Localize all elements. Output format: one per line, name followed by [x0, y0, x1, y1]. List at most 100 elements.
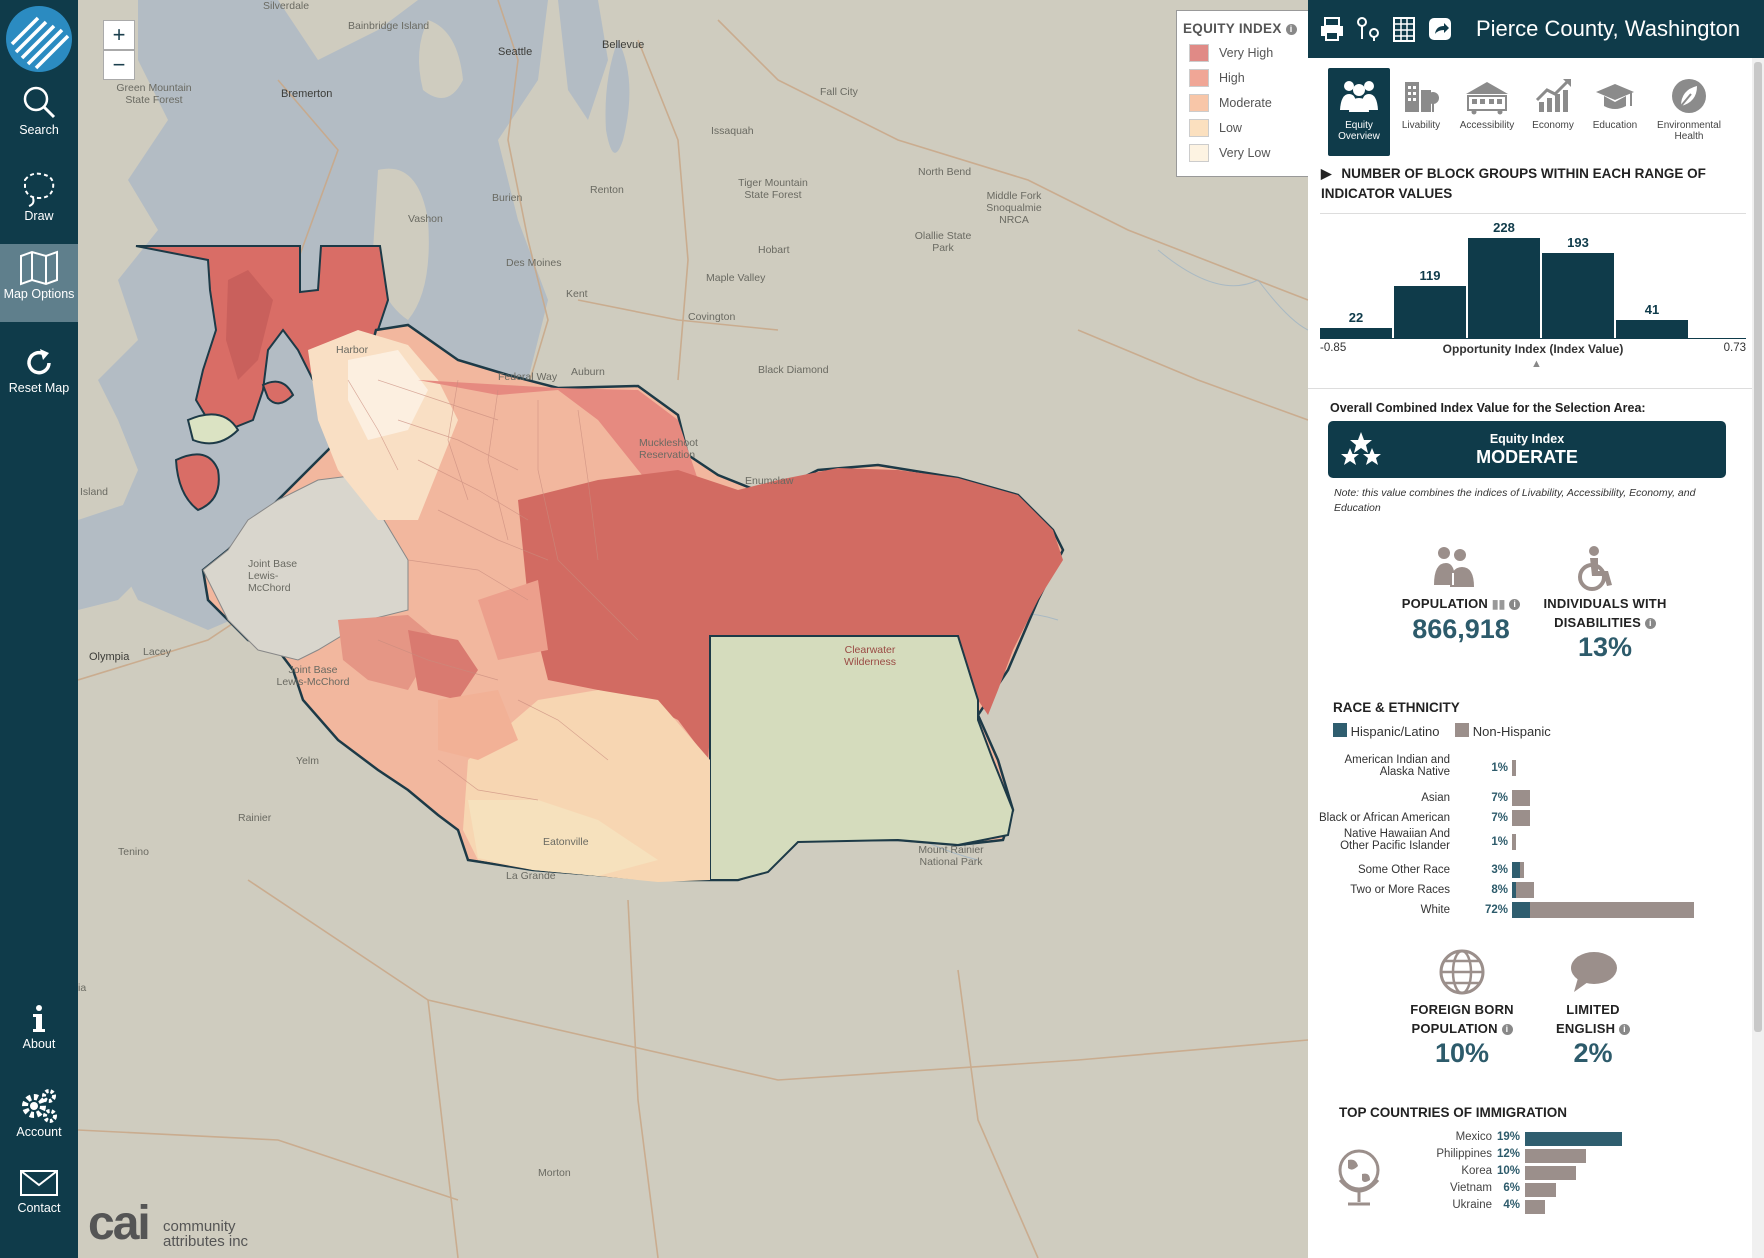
histogram-expand-arrow-icon[interactable]: ▶ — [1321, 166, 1332, 181]
map-label-fall-city: Fall City — [820, 86, 858, 98]
sidebar-about-button[interactable]: About — [0, 996, 78, 1078]
info-icon[interactable]: i — [1619, 1024, 1630, 1035]
zoom-in-button[interactable]: + — [103, 20, 135, 50]
race-bar-non-hispanic[interactable] — [1512, 834, 1516, 850]
globe-icon — [1439, 949, 1485, 995]
map-label-burien: Burien — [492, 192, 523, 204]
race-legend: Hispanic/Latino Non-Hispanic — [1333, 723, 1551, 739]
info-icon[interactable]: i — [1509, 599, 1521, 610]
sidebar-search-button[interactable]: Search — [0, 76, 78, 158]
limited-english-value: 2% — [1573, 1038, 1613, 1068]
race-row-name-line1: Black or African American — [1318, 812, 1450, 824]
print-icon[interactable] — [1318, 15, 1346, 43]
population-label: POPULATION ▮▮ i — [1376, 594, 1546, 614]
gears-icon — [22, 1089, 57, 1123]
panel-scrollbar[interactable] — [1752, 58, 1764, 1258]
race-bar-non-hispanic[interactable] — [1516, 882, 1534, 898]
info-icon[interactable]: i — [1285, 24, 1297, 35]
map-label-seattle: Seattle — [498, 46, 533, 58]
sidebar-account-label: Account — [16, 1125, 62, 1139]
immigration-bar[interactable] — [1525, 1149, 1587, 1163]
race-row-percent: 8% — [1491, 884, 1508, 896]
race-row: Asian 7% — [1316, 790, 1756, 810]
disabilities-value: 13% — [1577, 632, 1633, 662]
map-label-kent: Kent — [566, 288, 588, 300]
map-label-jblm: Joint Base Lewis-McChord — [276, 664, 350, 688]
tab-equity-overview[interactable]: Equity Overview — [1328, 68, 1390, 156]
immigration-bar[interactable] — [1525, 1183, 1556, 1197]
tab-environmental-health[interactable]: Environmental Health — [1646, 68, 1732, 156]
cai-attribution[interactable]: cai community attributes inc — [88, 1196, 288, 1252]
histogram-title[interactable]: ▶ NUMBER OF BLOCK GROUPS WITHIN EACH RANG… — [1321, 164, 1741, 204]
race-bar-non-hispanic[interactable] — [1512, 810, 1530, 826]
race-bar-non-hispanic[interactable] — [1512, 760, 1516, 776]
legend-swatch — [1189, 143, 1209, 162]
graduation-cap-icon — [1596, 84, 1634, 109]
sidebar-account-button[interactable]: Account — [0, 1080, 78, 1162]
map-label-green-mountain: Green Mountain State Forest — [116, 82, 192, 106]
sidebar-map-options-button[interactable]: Map Options — [0, 244, 78, 322]
race-bar-non-hispanic[interactable] — [1512, 790, 1530, 806]
three-stars-icon — [1341, 432, 1381, 465]
sidebar-reset-map-button[interactable]: Reset Map — [0, 340, 78, 422]
map-label-vashon: Vashon — [408, 213, 443, 225]
immigration-country: Vietnam — [1450, 1182, 1492, 1194]
route-pins-icon[interactable] — [1354, 15, 1382, 43]
histogram-bar[interactable] — [1394, 286, 1466, 338]
foreign-born-label-2-wrap: POPULATION i — [1384, 1019, 1540, 1038]
race-bar-non-hispanic[interactable] — [1529, 902, 1695, 918]
bar-chart-small-icon[interactable]: ▮▮ — [1491, 597, 1506, 611]
tab-economy[interactable]: Economy — [1522, 68, 1584, 156]
share-icon[interactable] — [1426, 15, 1454, 43]
hispanic-swatch — [1333, 723, 1347, 737]
histogram-bar[interactable] — [1320, 328, 1392, 338]
race-bar-non-hispanic[interactable] — [1519, 862, 1524, 878]
equity-index-badge: Equity Index MODERATE — [1328, 421, 1726, 478]
limited-english-label-2-wrap: ENGLISH i — [1518, 1019, 1668, 1038]
reset-icon — [27, 349, 51, 375]
immigration-bar[interactable] — [1525, 1132, 1622, 1146]
race-bar-hispanic[interactable] — [1512, 862, 1520, 878]
race-row-name-line1: Native Hawaiian And — [1343, 828, 1450, 840]
race-bar-hispanic[interactable] — [1512, 902, 1530, 918]
right-panel: Pierce County, Washington Equity Overvie… — [1308, 0, 1764, 1258]
info-icon[interactable]: i — [1644, 618, 1656, 629]
map-label-ia: ia — [78, 982, 87, 994]
limited-english-label-1: LIMITED — [1566, 1002, 1620, 1017]
sidebar-contact-button[interactable]: Contact — [0, 1160, 78, 1242]
histogram-bar[interactable] — [1468, 238, 1540, 338]
map-label-rainier: Rainier — [238, 812, 272, 824]
population-people-icon — [1434, 547, 1474, 587]
spreadsheet-icon[interactable] — [1390, 15, 1418, 43]
immigration-bar[interactable] — [1525, 1200, 1546, 1214]
envelope-icon — [20, 1170, 58, 1196]
legend-swatch — [1189, 43, 1209, 62]
map-label-la-grande: La Grande — [506, 870, 556, 882]
race-bar-hispanic[interactable] — [1512, 882, 1516, 898]
histogram-bar[interactable] — [1542, 253, 1614, 338]
immigration-bar[interactable] — [1525, 1166, 1576, 1180]
map-label-federal-way: Federal Way — [498, 371, 558, 383]
scrollbar-thumb[interactable] — [1754, 62, 1762, 1032]
map-label-tenino: Tenino — [118, 846, 149, 858]
equity-box-line2: MODERATE — [1476, 447, 1578, 467]
cai-text-line1: community — [163, 1218, 236, 1235]
sidebar-reset-map-label: Reset Map — [8, 381, 70, 395]
sidebar-draw-label: Draw — [24, 209, 54, 223]
zoom-out-button[interactable]: − — [103, 50, 135, 80]
tab-accessibility[interactable]: Accessibility — [1454, 68, 1520, 156]
map-label-mount-rainier: Mount Rainier National Park — [918, 844, 984, 868]
map-label-olallie: Olallie State Park — [914, 230, 972, 254]
tab-education[interactable]: Education — [1584, 68, 1646, 156]
tab-livability-label: Livability — [1401, 120, 1441, 131]
immigration-percent: 12% — [1496, 1148, 1520, 1160]
info-icon[interactable]: i — [1501, 1024, 1513, 1035]
chart-up-icon — [1535, 78, 1571, 112]
tab-livability[interactable]: Livability — [1390, 68, 1452, 156]
app-logo-icon[interactable] — [6, 6, 72, 72]
foreign-born-value: 10% — [1434, 1038, 1490, 1068]
sidebar-draw-button[interactable]: Draw — [0, 162, 78, 244]
map-canvas[interactable]: + − Silverdale Bainbridge Island Seattle… — [78, 0, 1308, 1258]
divider — [1308, 388, 1752, 389]
histogram-bar[interactable] — [1616, 320, 1688, 338]
